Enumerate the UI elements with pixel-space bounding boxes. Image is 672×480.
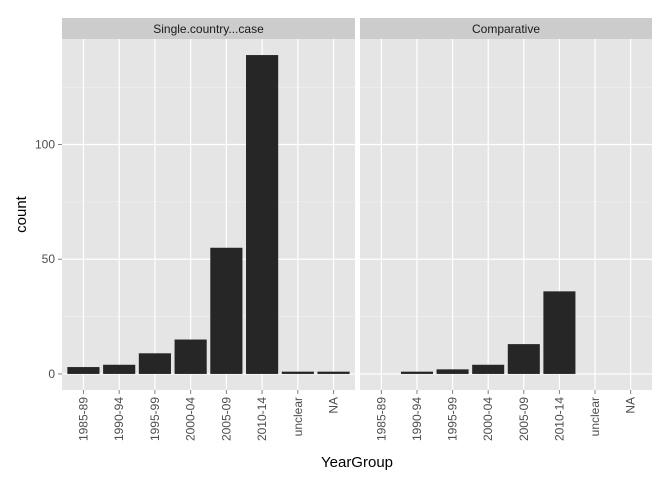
x-tick-label: unclear — [588, 397, 602, 436]
bar-1-2000-04 — [174, 339, 207, 374]
facet-strip-label: Single.country...case — [153, 22, 264, 36]
bar-1-1990-94 — [103, 364, 136, 374]
x-tick-label: 2010-14 — [255, 397, 269, 441]
bar-1-1995-99 — [138, 353, 171, 374]
bar-1-NA — [317, 371, 350, 374]
bar-2-2005-09 — [507, 344, 540, 374]
x-tick-label: 1985-89 — [76, 397, 90, 441]
facet-strip-label: Comparative — [472, 22, 540, 36]
bar-2-1990-94 — [400, 371, 433, 374]
bar-1-unclear — [281, 371, 314, 374]
y-tick-label: 0 — [48, 367, 55, 381]
bar-1-2005-09 — [210, 247, 243, 374]
bar-1-1985-89 — [67, 367, 100, 374]
x-axis-title: YearGroup — [321, 454, 393, 471]
x-tick-label: 2005-09 — [517, 397, 531, 441]
x-tick-label: 2000-04 — [481, 397, 495, 441]
bar-2-2000-04 — [472, 364, 505, 374]
x-tick-label: 2005-09 — [219, 397, 233, 441]
panel-background-2 — [360, 39, 652, 390]
y-tick-label: 50 — [42, 252, 56, 266]
bar-1-2010-14 — [246, 55, 279, 374]
facet-strip-2 — [360, 18, 652, 39]
x-tick-label: 1985-89 — [374, 397, 388, 441]
x-tick-label: 1995-99 — [148, 397, 162, 441]
facet-strip-1 — [62, 18, 355, 39]
x-tick-label: NA — [327, 397, 341, 414]
x-tick-label: 1990-94 — [410, 397, 424, 441]
x-tick-label: 2000-04 — [184, 397, 198, 441]
panel-background-1 — [62, 39, 355, 390]
x-tick-label: 1990-94 — [112, 397, 126, 441]
x-tick-label: unclear — [291, 397, 305, 436]
x-tick-label: 2010-14 — [552, 397, 566, 441]
x-tick-label: 1995-99 — [446, 397, 460, 441]
x-tick-label: NA — [624, 397, 638, 414]
y-axis-title: count — [13, 195, 30, 233]
y-tick-label: 100 — [35, 138, 55, 152]
bar-2-1995-99 — [436, 369, 469, 374]
bar-2-2010-14 — [543, 291, 576, 374]
